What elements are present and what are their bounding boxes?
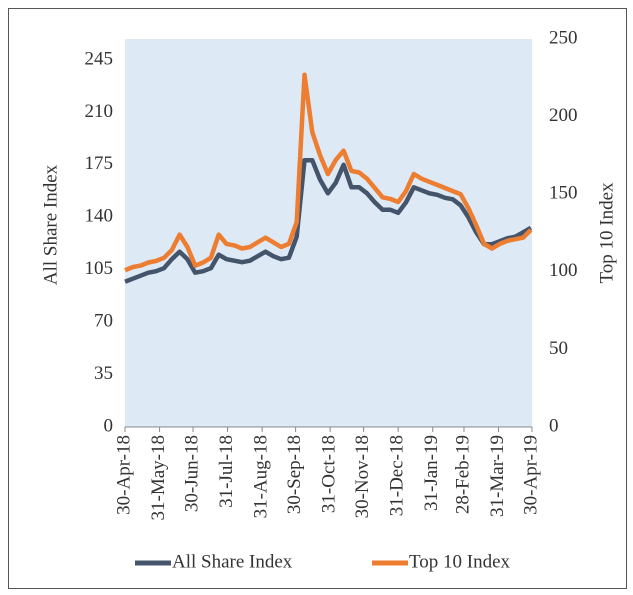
y2-tick-label: 50 xyxy=(549,338,568,359)
x-tick-label: 30-Sep-18 xyxy=(284,435,305,514)
y-tick-label: 0 xyxy=(104,415,114,436)
y-axis-label: All Share Index xyxy=(40,164,61,285)
y-tick-label: 140 xyxy=(85,206,114,227)
y-tick-label: 175 xyxy=(85,153,114,174)
y-tick-label: 210 xyxy=(85,101,114,122)
x-tick-label: 31-Jan-19 xyxy=(421,435,442,511)
series-line xyxy=(124,158,533,284)
y2-tick-label: 200 xyxy=(549,105,578,126)
y-tick-label: 245 xyxy=(85,48,114,69)
y2-tick-label: 100 xyxy=(549,260,578,281)
y-tick-label: 105 xyxy=(85,258,114,279)
x-tick-label: 31-May-18 xyxy=(148,435,169,520)
y-tick-label: 70 xyxy=(94,310,113,331)
x-tick-label: 30-Nov-18 xyxy=(352,435,373,518)
series-line xyxy=(124,72,533,273)
x-tick-label: 31-Jul-18 xyxy=(216,435,237,508)
y2-tick-label: 0 xyxy=(549,415,559,436)
x-tick-label: 31-Oct-18 xyxy=(319,435,340,513)
x-tick-label: 30-Apr-18 xyxy=(113,435,134,515)
y2-tick-label: 250 xyxy=(549,27,578,48)
x-tick-label: 31-Dec-18 xyxy=(387,435,408,516)
x-tick-label: 28-Feb-19 xyxy=(452,435,473,514)
y2-tick-label: 150 xyxy=(549,183,578,204)
x-tick-label: 31-Mar-19 xyxy=(487,435,508,517)
x-tick-label: 30-Apr-19 xyxy=(520,435,541,515)
x-tick-label: 31-Aug-18 xyxy=(251,435,272,518)
legend-label: Top 10 Index xyxy=(409,551,511,572)
legend-label: All Share Index xyxy=(172,551,293,572)
plot-area xyxy=(125,39,532,427)
x-tick-label: 30-Jun-18 xyxy=(181,435,202,512)
y-tick-label: 35 xyxy=(94,363,113,384)
y2-axis-label: Top 10 Index xyxy=(596,182,617,284)
